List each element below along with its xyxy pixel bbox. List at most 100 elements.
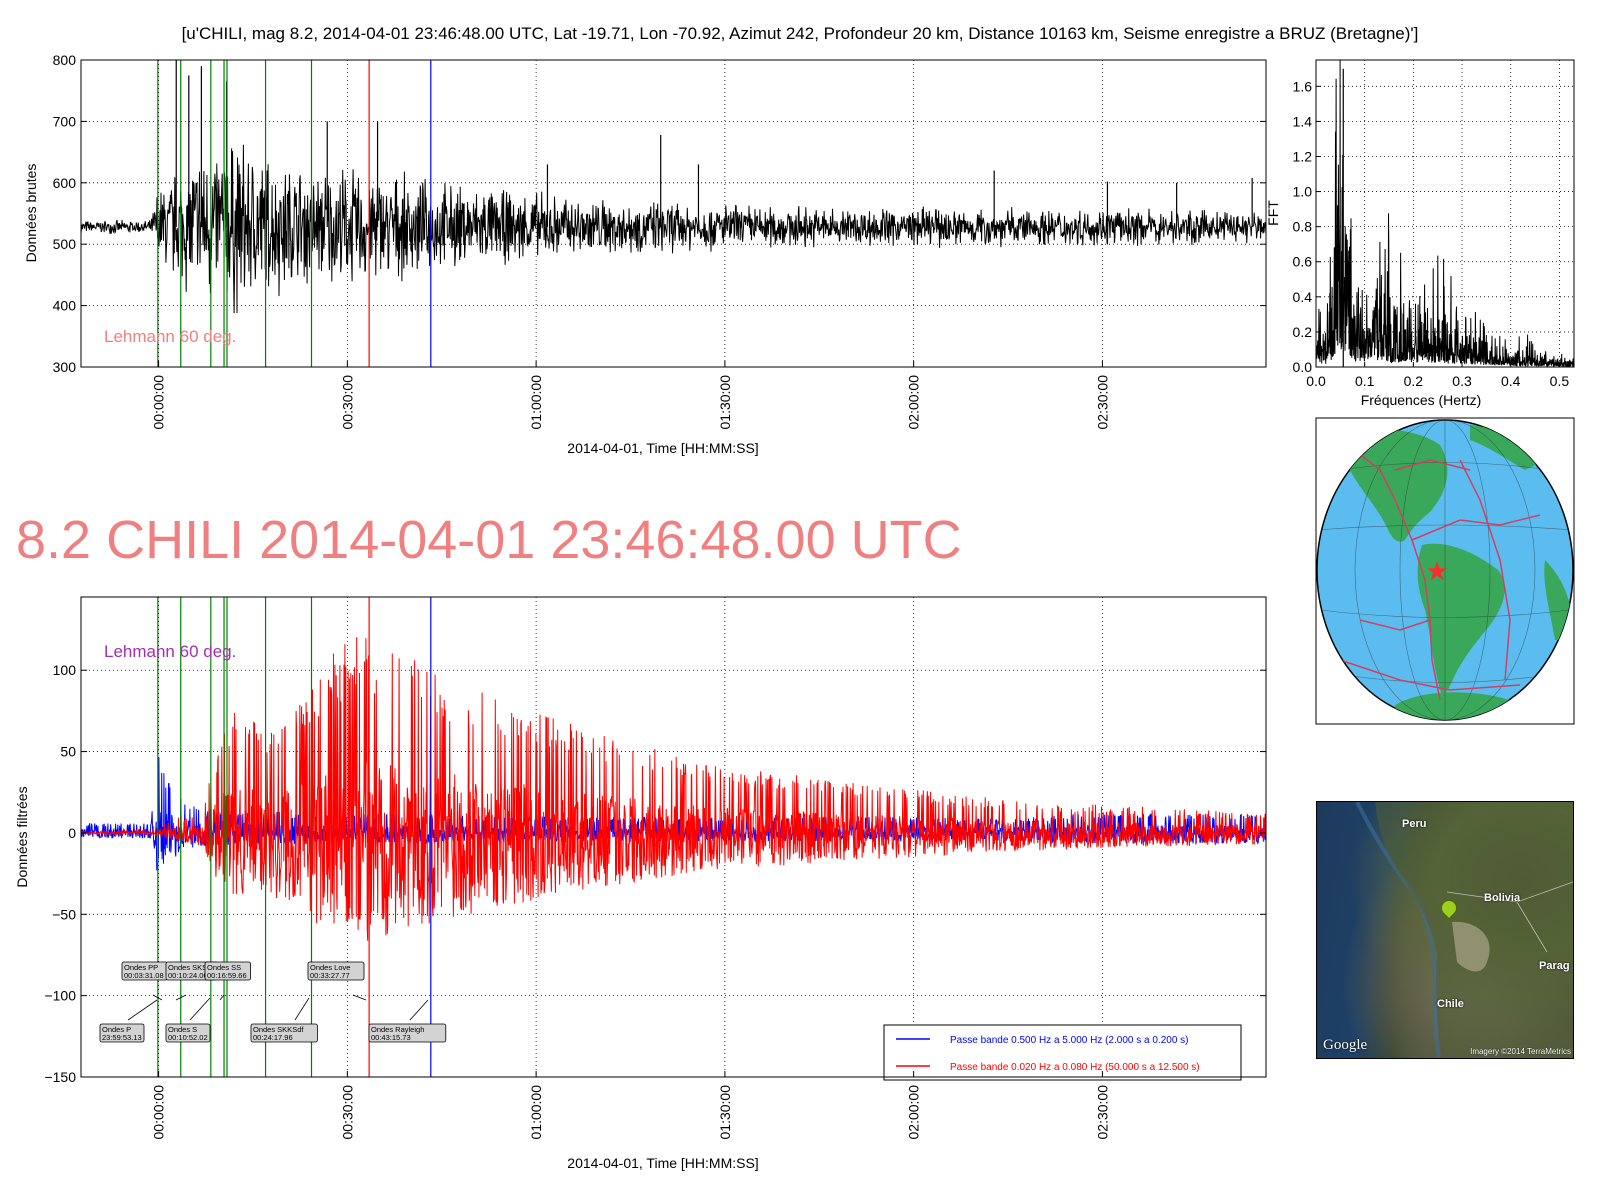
raw-axes-frame [80,59,1267,368]
phase-time: 00:10:52.02 [168,1033,208,1042]
phase-arrow [352,994,367,1001]
y-tick-label: −150 [44,1069,76,1085]
filtered-axes-frame [80,596,1267,1078]
lehmann-annotation-bottom: Lehmann 60 deg. [104,642,236,661]
phase-box [204,961,251,981]
y-tick-label: 300 [53,359,77,375]
phase-arrow [152,994,163,1001]
x-tick-label: 0.0 [1306,373,1326,389]
phase-name: Ondes PP [124,963,158,972]
legend-entry: Passe bande 0.020 Hz a 0.080 Hz (50.000 … [950,1062,1200,1073]
map-label-paraguay: Parag [1539,960,1570,972]
y-tick-label: 0.0 [1293,359,1313,375]
phase-name: Ondes SKKSdf [253,1025,304,1034]
map-label-peru: Peru [1402,818,1427,830]
phase-label-ondes-p: Ondes P23:59:53.13 [99,999,158,1043]
phase-time: 00:16:59.66 [207,971,247,980]
x-tick-label: 00:00:00 [151,1085,167,1140]
y-tick-label: −100 [44,988,76,1004]
globe-map: ★ [1315,417,1575,725]
y-tick-label: 1.4 [1293,113,1313,129]
y-tick-label: −50 [52,906,76,922]
imagery-credit: Imagery ©2014 TerraMetrics [1470,1047,1571,1056]
x-tick-label: 01:30:00 [717,1085,733,1140]
phase-name: Ondes P [102,1025,131,1034]
y-tick-label: 50 [60,744,76,760]
x-tick-label: 02:30:00 [1094,1085,1110,1140]
phase-time: 23:59:53.13 [102,1033,142,1042]
x-tick-label: 01:30:00 [717,375,733,430]
google-logo: Google [1323,1037,1368,1053]
phase-box [165,1023,211,1043]
raw-plot-area [81,60,1266,367]
phase-label-ondes-s: Ondes S00:10:52.02 [165,997,211,1043]
y-axis-label: Données brutes [23,164,39,263]
phase-arrow [219,994,225,1001]
x-tick-label: 0.1 [1355,373,1375,389]
filtered-plot-area [81,597,1266,1077]
y-tick-label: 600 [53,175,77,191]
y-tick-label: 0.8 [1293,219,1313,235]
big-title: 8.2 CHILI 2014-04-01 23:46:48.00 UTC [16,510,962,570]
phase-box [99,1023,145,1043]
x-tick-label: 0.4 [1501,373,1521,389]
y-tick-label: 1.2 [1293,148,1313,164]
y-axis-label: Données filtrées [14,786,30,887]
legend: Passe bande 0.500 Hz a 5.000 Hz (2.000 s… [883,1024,1242,1081]
phase-box [250,1023,318,1043]
y-tick-label: 0 [68,825,76,841]
y-tick-label: 700 [53,113,77,129]
x-tick-label: 02:00:00 [906,375,922,430]
satellite-map[interactable]: Peru Bolivia Chile Parag Google Imagery … [1316,801,1574,1059]
x-tick-label: 02:00:00 [906,1085,922,1140]
x-axis-label: Fréquences (Hertz) [1361,392,1482,408]
phase-name: Ondes Rayleigh [371,1025,424,1034]
lehmann-annotation-top: Lehmann 60 deg. [104,327,236,346]
fft-chart: 0.0 0.2 0.4 0.6 0.8 1.0 1.2 1.4 1.6 0.0 0.1 0.2 0.3 0… [1265,59,1575,408]
legend-entry: Passe bande 0.500 Hz a 5.000 Hz (2.000 s… [950,1035,1189,1046]
y-tick-label: 400 [53,298,77,314]
phase-time: 00:03:31.08 [124,971,164,980]
y-tick-label: 0.4 [1293,289,1313,305]
x-tick-label: 01:00:00 [528,1085,544,1140]
fft-plot-area [1316,60,1574,367]
fft-trace [1316,60,1574,367]
raw-trace [81,144,1266,314]
legend-frame [883,1024,1242,1081]
phase-arrow [294,997,310,1021]
x-tick-label: 0.5 [1550,373,1570,389]
x-axis-label: 2014-04-01, Time [HH:MM:SS] [567,440,758,456]
phase-name: Ondes SS [207,963,241,972]
phase-time: 00:10:24.00 [168,971,208,980]
phase-time: 00:24:17.96 [253,1033,293,1042]
epicenter-star-icon: ★ [1425,556,1448,586]
series-trace-red [81,637,1266,941]
phase-arrow [409,999,429,1021]
y-tick-label: 0.6 [1293,254,1313,270]
y-tick-label: 1.0 [1293,184,1313,200]
y-tick-label: 0.2 [1293,324,1313,340]
x-axis-label: 2014-04-01, Time [HH:MM:SS] [567,1155,758,1171]
phase-name: Ondes Love [310,963,350,972]
x-tick-label: 02:30:00 [1094,375,1110,430]
x-tick-label: 0.3 [1452,373,1472,389]
phase-arrow [189,997,211,1021]
phase-name: Ondes S [168,1025,197,1034]
filtered-data-chart: Lehmann 60 deg.Ondes PP00:03:31.08Ondes … [14,596,1267,1171]
fft-axes-frame [1315,59,1575,368]
x-tick-label: 00:30:00 [339,375,355,430]
phase-name: Ondes SKS [168,963,207,972]
phase-box [368,1023,447,1043]
phase-arrow [175,994,187,1001]
phase-box [307,961,365,981]
map-label-chile: Chile [1437,998,1464,1010]
y-tick-label: 100 [53,662,77,678]
y-tick-label: 800 [53,52,77,68]
x-tick-label: 0.2 [1404,373,1424,389]
